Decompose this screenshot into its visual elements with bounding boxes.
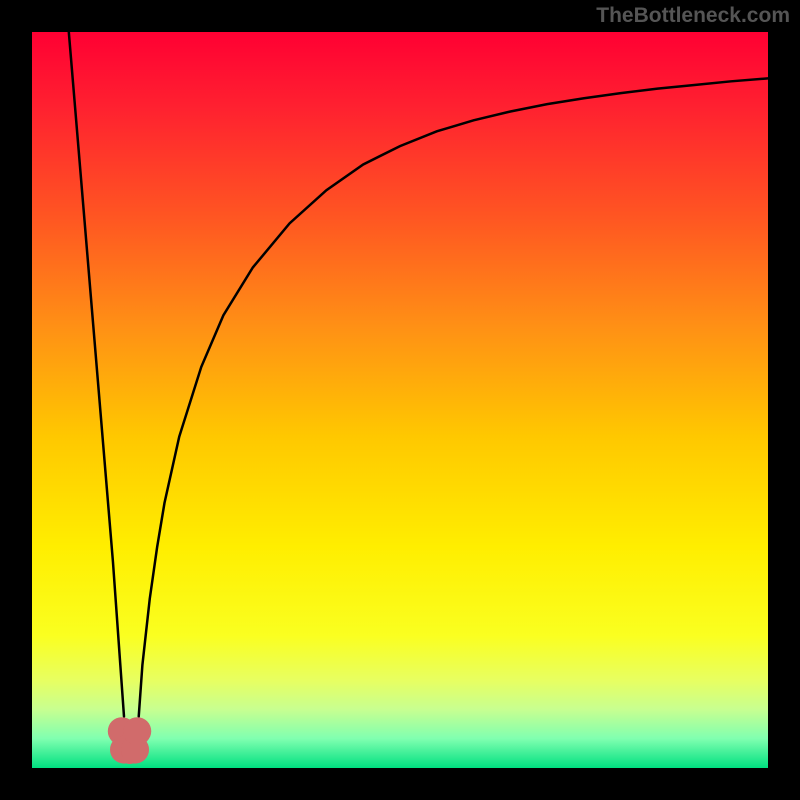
watermark-text: TheBottleneck.com — [596, 4, 790, 28]
marker-dot — [123, 717, 151, 745]
bottleneck-chart — [0, 0, 800, 800]
chart-container: TheBottleneck.com — [0, 0, 800, 800]
